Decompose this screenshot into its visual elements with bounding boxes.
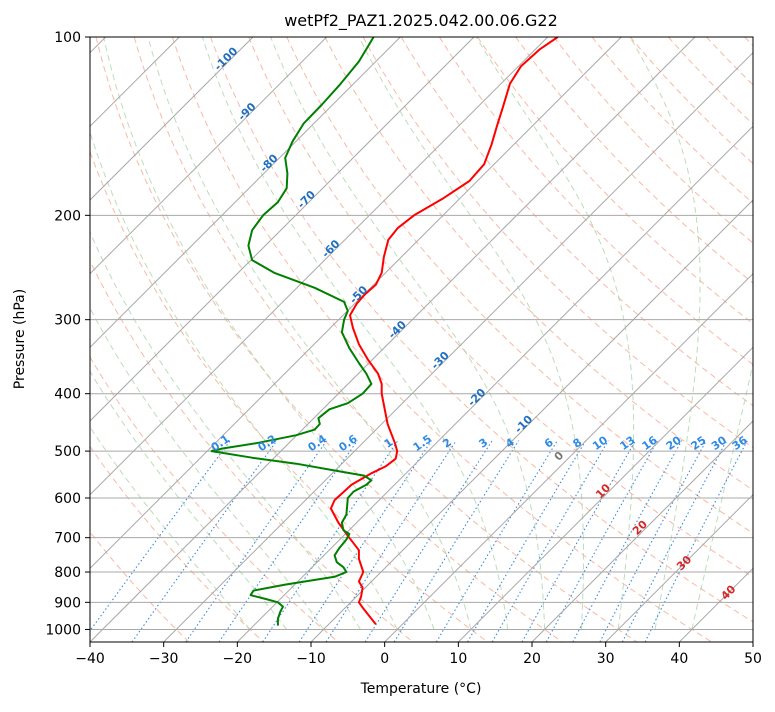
x-tick-label: −10 [296,651,326,667]
y-tick-label: 500 [54,444,81,460]
chart-title: wetPf2_PAZ1.2025.042.00.06.G22 [284,11,558,31]
x-axis-label: Temperature (°C) [360,681,482,697]
x-tick-label: 20 [523,651,541,667]
y-tick-label: 100 [54,30,81,46]
x-tick-label: −20 [223,651,253,667]
y-tick-label: 400 [54,387,81,403]
y-tick-label: 800 [54,565,81,581]
y-tick-label: 600 [54,491,81,507]
x-tick-label: 50 [744,651,762,667]
y-tick-label: 1000 [45,622,81,638]
x-tick-label: −40 [75,651,105,667]
y-tick-label: 200 [54,208,81,224]
y-tick-label: 900 [54,595,81,611]
y-axis-label: Pressure (hPa) [12,289,28,389]
y-tick-label: 300 [54,313,81,329]
y-tick-label: 700 [54,531,81,547]
x-tick-label: 30 [597,651,615,667]
x-tick-label: 10 [449,651,467,667]
x-tick-label: 0 [380,651,389,667]
x-tick-label: −30 [149,651,179,667]
x-tick-label: 40 [670,651,688,667]
